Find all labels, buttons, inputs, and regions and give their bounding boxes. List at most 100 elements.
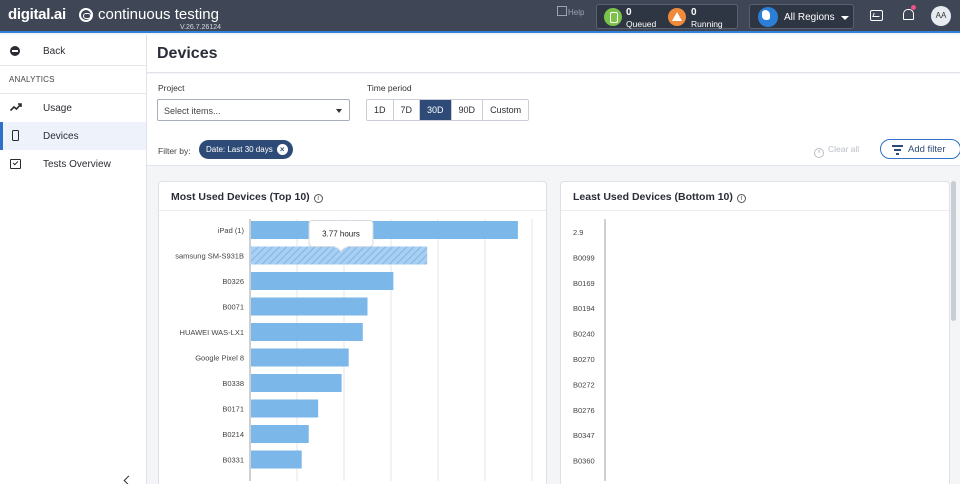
tick-label: 2.9 [573, 228, 583, 237]
sidebar: Back ANALYTICS Usage Devices Tests Overv… [0, 35, 147, 484]
filter-icon [892, 145, 903, 155]
info-icon[interactable]: i [736, 194, 746, 203]
period-30d-button[interactable]: 30D [420, 100, 452, 120]
project-placeholder: Select items... [164, 106, 221, 116]
running-count: 0 [691, 7, 697, 18]
clear-icon: × [814, 148, 824, 158]
help-icon[interactable]: Help [557, 6, 584, 17]
region-selector[interactable]: All Regions [749, 4, 854, 29]
queued-label: Queued [626, 19, 657, 29]
tick-label: iPad (1) [218, 226, 245, 235]
tick-label: B0360 [573, 457, 595, 466]
remove-filter-icon[interactable]: × [276, 144, 288, 155]
checkbox-icon [10, 159, 21, 169]
back-button[interactable]: Back [0, 37, 146, 65]
divider [0, 65, 146, 66]
add-filter-label: Add filter [908, 144, 946, 155]
tick-label: B0338 [222, 379, 244, 388]
section-label-analytics: ANALYTICS [9, 75, 55, 84]
tick-label: B0169 [573, 279, 595, 288]
trend-icon [10, 103, 22, 111]
divider [0, 93, 146, 94]
tick-label: B0240 [573, 330, 595, 339]
execution-queue-status[interactable]: 0 Queued 0 Running [596, 4, 738, 29]
card-title: Most Used Devices (Top 10) i [171, 191, 323, 203]
user-avatar[interactable]: AA [931, 6, 951, 26]
sidebar-item-tests-overview[interactable]: Tests Overview [0, 150, 146, 178]
most-used-devices-card: Most Used Devices (Top 10) i iPad (1) sams… [158, 181, 547, 484]
sidebar-item-devices[interactable]: Devices [0, 122, 146, 150]
project-select[interactable]: Select items... [157, 99, 350, 121]
divider [561, 210, 949, 211]
add-filter-button[interactable]: Add filter [880, 139, 960, 159]
period-90d-button[interactable]: 90D [452, 100, 484, 120]
region-label: All Regions [784, 12, 835, 23]
sidebar-item-label: Usage [43, 102, 72, 114]
bar [251, 221, 518, 239]
tick-label: B0171 [222, 405, 244, 414]
clear-all-button[interactable]: × Clear all [814, 144, 859, 158]
period-1d-button[interactable]: 1D [367, 100, 394, 120]
bar [251, 246, 428, 265]
bar [251, 323, 363, 341]
tick-label: B0071 [222, 303, 244, 312]
time-period-selector: 1D 7D 30D 90D Custom [366, 99, 530, 121]
notifications-bell-icon[interactable] [903, 5, 916, 20]
brand-logo[interactable]: digital.ai [8, 6, 66, 23]
card-title: Least Used Devices (Bottom 10) i [573, 191, 746, 203]
app-title: continuous testing [98, 6, 219, 23]
top-bar: digital.ai continuous testing V.26.7.261… [0, 0, 960, 33]
chevron-down-icon [841, 16, 849, 20]
most-used-devices-chart: iPad (1) samsung SM-S931B B0326 B0071 HUAWEI… [175, 219, 533, 481]
tick-label: B0276 [573, 406, 595, 415]
sidebar-item-label: Devices [43, 130, 79, 142]
period-custom-button[interactable]: Custom [490, 105, 522, 115]
page-title: Devices [157, 45, 218, 62]
tick-label: Google Pixel 8 [195, 354, 244, 363]
info-icon[interactable]: i [313, 194, 323, 203]
period-7d-button[interactable]: 7D [394, 100, 421, 120]
clear-all-label: Clear all [828, 144, 860, 154]
date-filter-chip[interactable]: Date: Last 30 days × [199, 140, 293, 159]
project-label: Project [158, 83, 185, 93]
running-label: Running [691, 19, 723, 29]
tick-label: B0272 [573, 380, 595, 389]
tick-label: B0347 [573, 431, 595, 440]
main-content: Devices Project Select items... Time per… [147, 35, 960, 484]
filters-area: Project Select items... Time period 1D 7… [147, 74, 960, 166]
bar [251, 348, 349, 367]
card-title-text: Least Used Devices (Bottom 10) [573, 191, 733, 203]
sidebar-item-label: Tests Overview [43, 158, 111, 170]
bar [251, 272, 394, 290]
tick-label: B0214 [222, 430, 244, 439]
tick-label: samsung SM-S931B [175, 252, 244, 261]
continuous-testing-icon [79, 8, 93, 22]
bar [251, 374, 342, 392]
bar [251, 450, 302, 469]
page-header: Devices [147, 35, 960, 73]
least-used-devices-card: Least Used Devices (Bottom 10) i 2.9 B0099… [560, 181, 950, 484]
least-used-devices-chart: 2.9 B0099 B0169 B0194 B0240 B0270 B0272 B0276 B0… [573, 219, 606, 481]
tick-label: B0270 [573, 355, 595, 364]
tick-label: B0099 [573, 253, 595, 262]
bar [251, 297, 368, 316]
time-period-label: Time period [367, 83, 412, 93]
collapse-sidebar-icon[interactable] [123, 475, 134, 484]
sidebar-item-usage[interactable]: Usage [0, 94, 146, 122]
caret-down-icon [336, 109, 342, 113]
tooltip-arrow-mask [335, 244, 347, 248]
bar [251, 399, 319, 418]
tick-label: HUAWEI WAS-LX1 [180, 328, 244, 337]
back-icon [10, 46, 20, 56]
mobile-device-icon [12, 130, 19, 141]
filter-by-label: Filter by: [158, 146, 191, 156]
tooltip-text: 3.77 hours [322, 230, 360, 239]
page-scrollbar[interactable] [951, 181, 956, 321]
chip-label: Date: Last 30 days [206, 145, 273, 154]
card-title-text: Most Used Devices (Top 10) [171, 191, 310, 203]
app-version: V.26.7.26124 [180, 24, 222, 31]
tick-label: B0331 [222, 456, 244, 465]
globe-icon [758, 7, 778, 27]
monitor-icon[interactable] [870, 10, 883, 21]
queued-icon [604, 8, 622, 26]
